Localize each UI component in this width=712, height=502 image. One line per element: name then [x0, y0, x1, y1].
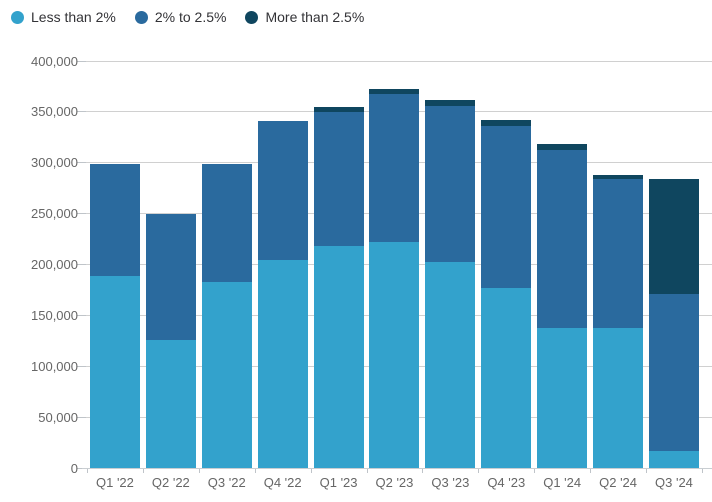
bar-segment-2-to-2-5-[interactable]: [537, 149, 588, 328]
gridline: [86, 60, 712, 62]
bar-segment-more-than-2-5-[interactable]: [369, 88, 420, 94]
legend-item-2-to-2-5-[interactable]: 2% to 2.5%: [134, 9, 227, 25]
bar-q2-22[interactable]: [145, 213, 196, 468]
y-axis-label: 200,000: [31, 257, 78, 272]
y-axis-tick: [77, 60, 86, 62]
y-axis-label: 300,000: [31, 155, 78, 171]
bar-segment-more-than-2-5-[interactable]: [313, 106, 364, 112]
x-axis-tick: [366, 468, 368, 473]
y-axis-label: 350,000: [31, 104, 78, 120]
bar-segment-2-to-2-5-[interactable]: [648, 294, 699, 451]
x-axis-label: Q2 '24: [599, 475, 638, 490]
bar-segment-less-than-2-[interactable]: [481, 287, 532, 468]
y-axis-label: 400,000: [31, 53, 78, 69]
bar-segment-more-than-2-5-[interactable]: [593, 174, 644, 180]
y-axis-label: 100,000: [31, 358, 78, 374]
y-axis-tick: [77, 213, 86, 215]
bar-q3-24[interactable]: [648, 179, 699, 468]
bar-segment-2-to-2-5-[interactable]: [481, 126, 532, 288]
bar-q4-22[interactable]: [257, 121, 308, 468]
x-axis-tick: [310, 468, 312, 473]
legend-marker-icon: [245, 10, 259, 24]
x-axis-label: Q3 '24: [655, 475, 693, 490]
x-axis-tick: [87, 468, 88, 473]
x-axis-tick: [701, 468, 703, 473]
x-axis-tick: [646, 468, 648, 473]
legend-marker-icon: [11, 10, 24, 24]
x-axis-tick: [142, 468, 144, 473]
x-axis-label: Q3 '22: [207, 475, 246, 490]
bar-segment-2-to-2-5-[interactable]: [425, 105, 476, 263]
x-axis-tick: [422, 468, 424, 473]
x-axis-tick: [254, 468, 256, 473]
x-axis-tick: [478, 468, 480, 473]
y-axis-tick: [77, 111, 86, 113]
bar-q1-23[interactable]: [313, 106, 364, 468]
legend-item-less-than-2-[interactable]: Less than 2%: [11, 9, 116, 25]
bar-segment-less-than-2-[interactable]: [537, 327, 588, 468]
y-axis-label: 50,000: [38, 409, 78, 425]
bar-q3-23[interactable]: [425, 99, 476, 468]
bar-q2-24[interactable]: [593, 174, 644, 468]
bar-q3-22[interactable]: [201, 163, 252, 468]
y-axis-label: 250,000: [31, 206, 78, 222]
legend-item-label: 2% to 2.5%: [154, 9, 227, 25]
x-axis-label: Q4 '22: [263, 475, 302, 490]
legend-item-label: Less than 2%: [31, 9, 116, 25]
bar-segment-more-than-2-5-[interactable]: [648, 179, 699, 295]
bar-segment-more-than-2-5-[interactable]: [481, 120, 532, 127]
bar-segment-2-to-2-5-[interactable]: [257, 121, 308, 261]
bar-segment-less-than-2-[interactable]: [201, 281, 252, 468]
bar-q1-22[interactable]: [89, 163, 140, 468]
bar-segment-less-than-2-[interactable]: [313, 246, 364, 468]
bar-segment-2-to-2-5-[interactable]: [201, 163, 252, 282]
bar-segment-2-to-2-5-[interactable]: [145, 213, 196, 340]
bar-segment-less-than-2-[interactable]: [257, 260, 308, 468]
x-axis-tick: [198, 468, 200, 473]
y-axis-label: 150,000: [31, 307, 78, 323]
bar-segment-less-than-2-[interactable]: [369, 242, 420, 468]
x-axis-line: [82, 468, 712, 469]
bar-segment-more-than-2-5-[interactable]: [425, 99, 476, 106]
x-axis-tick: [590, 468, 592, 473]
bar-segment-less-than-2-[interactable]: [648, 450, 699, 468]
legend-item-more-than-2-5-[interactable]: More than 2.5%: [245, 9, 364, 25]
y-axis-label: 0: [70, 460, 78, 476]
legend-item-label: More than 2.5%: [265, 9, 365, 25]
bar-segment-less-than-2-[interactable]: [425, 262, 476, 468]
x-axis-label: Q4 '23: [487, 475, 526, 490]
bar-segment-2-to-2-5-[interactable]: [313, 111, 364, 247]
x-axis-label: Q3 '23: [431, 475, 470, 490]
x-axis-label: Q1 '22: [95, 475, 134, 490]
legend-marker-icon: [134, 10, 148, 24]
bar-segment-more-than-2-5-[interactable]: [537, 144, 588, 150]
y-axis-tick: [77, 467, 86, 469]
bar-segment-2-to-2-5-[interactable]: [593, 179, 644, 328]
bar-segment-less-than-2-[interactable]: [145, 339, 196, 468]
chart-legend: Less than 2% 2% to 2.5% More than 2.5%: [11, 9, 364, 25]
y-axis-tick: [77, 365, 86, 367]
bar-segment-2-to-2-5-[interactable]: [369, 93, 420, 243]
y-axis-tick: [77, 162, 86, 164]
x-axis-label: Q2 '22: [151, 475, 190, 490]
y-axis-tick: [77, 264, 86, 265]
y-axis-tick: [77, 314, 86, 316]
bar-q2-23[interactable]: [369, 88, 420, 468]
x-axis-label: Q2 '23: [375, 475, 414, 490]
bar-q4-23[interactable]: [481, 120, 532, 468]
x-axis-label: Q1 '24: [543, 475, 582, 490]
bar-segment-less-than-2-[interactable]: [593, 327, 644, 468]
y-axis-tick: [77, 416, 86, 418]
bar-segment-2-to-2-5-[interactable]: [89, 163, 140, 276]
x-axis-label: Q1 '23: [319, 475, 358, 490]
bar-segment-less-than-2-[interactable]: [89, 275, 140, 468]
bar-q1-24[interactable]: [537, 144, 588, 468]
x-axis-tick: [534, 468, 536, 473]
